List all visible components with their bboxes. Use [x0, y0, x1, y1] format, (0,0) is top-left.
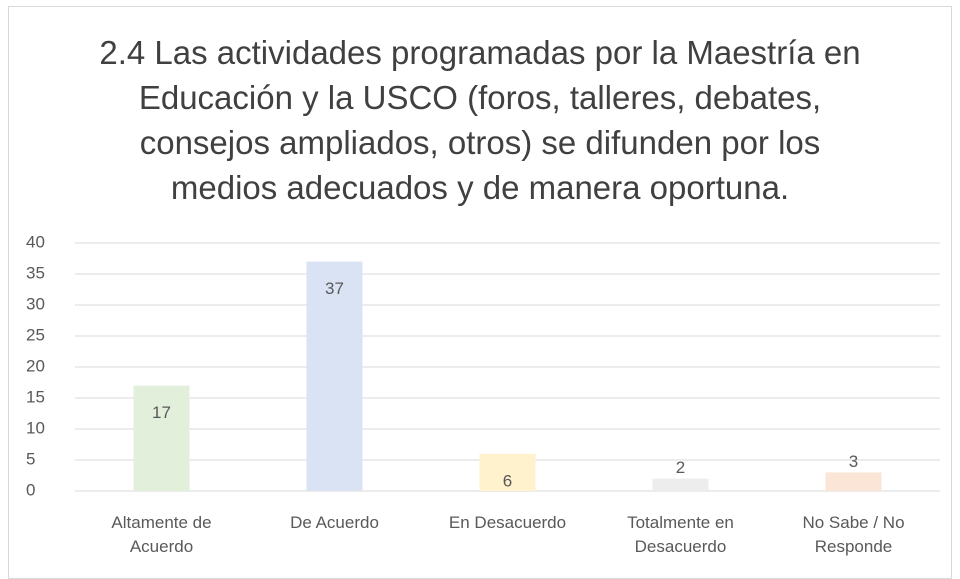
bar [306, 261, 363, 491]
chart-title: 2.4 Las actividades programadas por la M… [99, 34, 861, 206]
y-tick-label: 10 [26, 418, 45, 437]
y-tick-label: 15 [26, 387, 45, 406]
y-tick-label: 30 [26, 294, 45, 313]
bar [652, 478, 709, 491]
bar [133, 385, 190, 491]
x-tick-label: De Acuerdo [290, 513, 379, 532]
data-label: 17 [152, 403, 171, 422]
x-tick-label: Totalmente en Desacuerdo [627, 513, 734, 556]
data-label: 2 [676, 458, 685, 477]
y-tick-label: 35 [26, 263, 45, 282]
y-tick-label: 20 [26, 356, 45, 375]
data-label: 3 [849, 452, 858, 471]
y-tick-label: 5 [26, 449, 35, 468]
x-tick-label: En Desacuerdo [448, 513, 567, 532]
x-tick-label: No Sabe / No Responde [802, 513, 905, 556]
bar [479, 453, 536, 491]
data-label: 37 [325, 279, 344, 298]
y-tick-label: 40 [26, 232, 45, 251]
bar [825, 472, 882, 491]
data-label: 6 [503, 471, 512, 490]
y-tick-label: 25 [26, 325, 45, 344]
y-tick-label: 0 [26, 480, 35, 499]
x-tick-label: Altamente de Acuerdo [111, 513, 212, 556]
